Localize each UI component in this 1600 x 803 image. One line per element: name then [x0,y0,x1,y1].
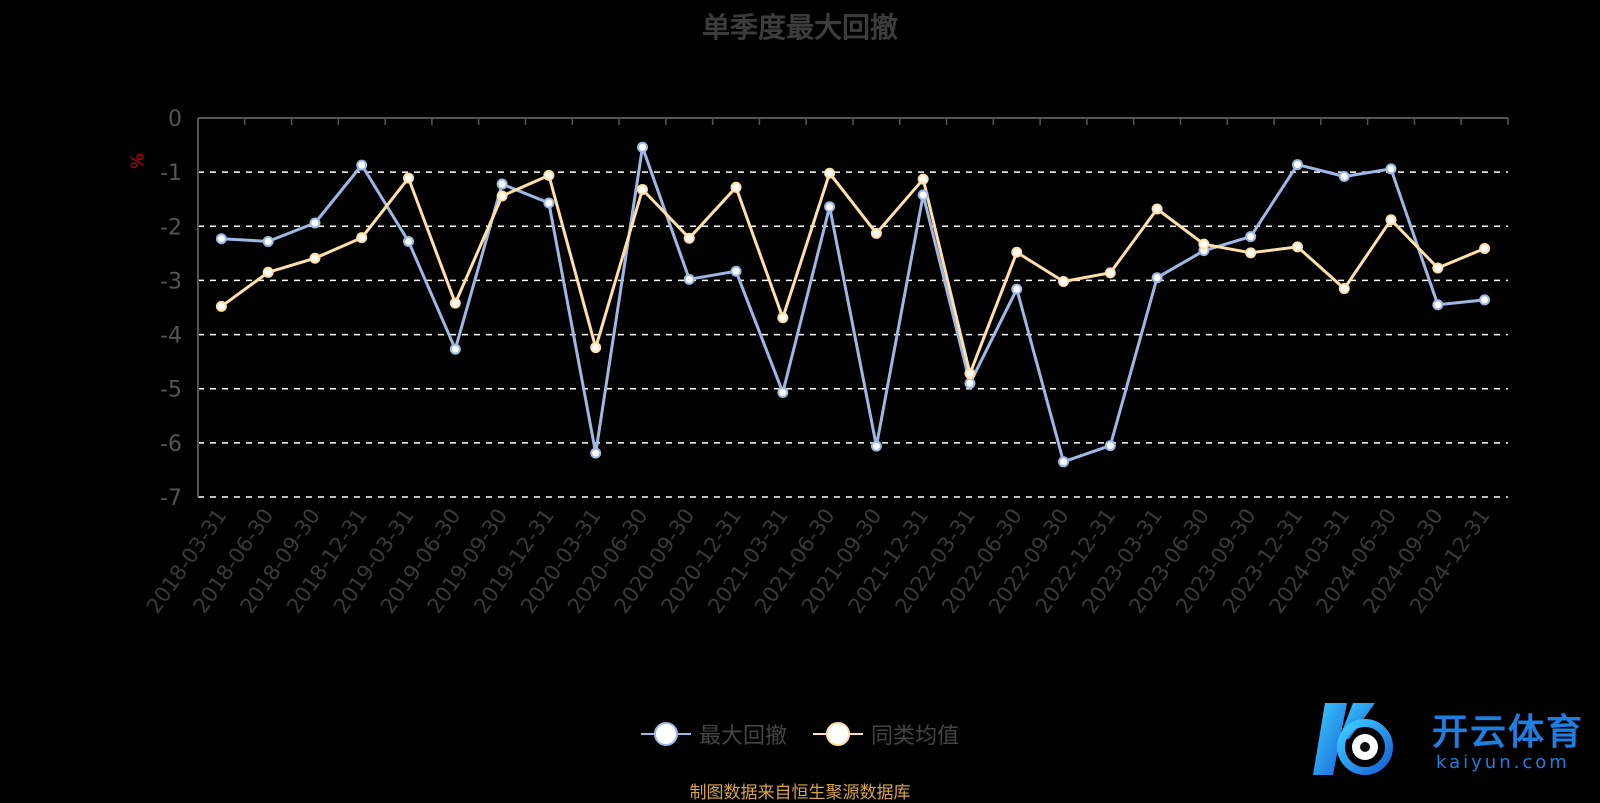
data-point-series-1 [1011,283,1023,295]
data-point-series-1 [870,440,882,452]
data-point-series-2 [590,342,602,354]
data-point-series-2 [1151,203,1163,215]
data-point-series-2 [1432,262,1444,274]
legend: 最大回撤 同类均值 [0,718,1600,750]
y-tick-label: -5 [160,378,182,403]
legend-label-category-average: 同类均值 [871,724,960,749]
data-point-series-2 [1385,214,1397,226]
y-tick-label: -4 [160,324,182,349]
y-tick-label: -1 [160,161,182,186]
y-tick-label: -3 [160,269,182,294]
data-point-series-2 [730,181,742,193]
data-point-series-1 [1245,231,1257,243]
data-point-series-1 [309,217,321,229]
data-point-series-2 [1291,241,1303,253]
series [215,141,1491,468]
data-point-series-1 [730,265,742,277]
data-point-series-2 [262,266,274,278]
y-axis-label: % [128,153,148,169]
data-point-series-2 [870,227,882,239]
data-point-series-2 [1245,247,1257,259]
data-point-series-2 [215,300,227,312]
y-tick-label: 0 [168,107,182,132]
data-point-series-2 [1011,246,1023,258]
data-point-series-2 [964,368,976,380]
data-point-series-1 [1151,272,1163,284]
legend-label-max-drawdown: 最大回撤 [698,724,787,749]
line-chart: 0-1-2-3-4-5-6-7%2018-03-312018-06-302018… [128,107,1509,618]
data-point-series-1 [215,233,227,245]
data-point-series-1 [917,189,929,201]
grid [198,171,1508,498]
data-point-series-1 [403,235,415,247]
data-point-series-1 [496,178,508,190]
logo-text-cn: 开云体育 [1432,712,1585,753]
data-point-series-2 [496,190,508,202]
data-point-series-2 [356,232,368,244]
data-point-series-1 [636,141,648,153]
data-point-series-2 [449,297,461,309]
data-point-series-2 [1479,242,1491,254]
data-point-series-1 [356,159,368,171]
kaiyun-logo-icon [1313,703,1393,775]
data-point-series-2 [309,252,321,264]
data-point-series-1 [1104,440,1116,452]
data-point-series-2 [543,169,555,181]
data-point-series-1 [543,197,555,209]
data-point-series-1 [1291,159,1303,171]
data-point-series-1 [1338,170,1350,182]
data-point-series-1 [262,235,274,247]
data-point-series-1 [1432,299,1444,311]
series-line-2 [220,171,1486,376]
y-tick-label: -2 [160,215,182,240]
logo-text-en: kaiyun.com [1436,752,1570,773]
series-line-1 [221,145,1485,464]
data-point-series-2 [636,183,648,195]
data-point-series-1 [449,343,461,355]
data-point-series-1 [590,447,602,459]
data-point-series-2 [683,232,695,244]
y-tick-label: -6 [160,432,182,457]
data-point-series-1 [777,387,789,399]
legend-item-max-drawdown[interactable]: 最大回撤 [640,718,787,750]
legend-item-category-average[interactable]: 同类均值 [813,718,959,750]
data-point-series-2 [1104,267,1116,279]
data-source-note: 制图数据来自恒生聚源数据库 [689,783,911,803]
y-tick-label: -7 [160,486,182,511]
data-point-series-1 [1058,456,1070,468]
chart-title: 单季度最大回撤 [701,11,898,44]
data-point-series-2 [1058,276,1070,288]
data-point-series-1 [964,377,976,389]
data-point-series-2 [917,173,929,185]
data-point-series-2 [777,312,789,324]
data-point-series-1 [1385,163,1397,175]
legend-swatch-category-average [813,720,863,748]
axes: 0-1-2-3-4-5-6-7%2018-03-312018-06-302018… [128,107,1509,618]
data-point-series-2 [1338,283,1350,295]
legend-swatch-max-drawdown [640,720,691,748]
data-point-series-2 [824,167,836,179]
data-point-series-1 [824,201,836,213]
data-point-series-2 [1198,238,1210,250]
data-point-series-2 [403,172,415,184]
data-point-series-1 [1479,294,1491,306]
data-point-series-1 [683,273,695,285]
